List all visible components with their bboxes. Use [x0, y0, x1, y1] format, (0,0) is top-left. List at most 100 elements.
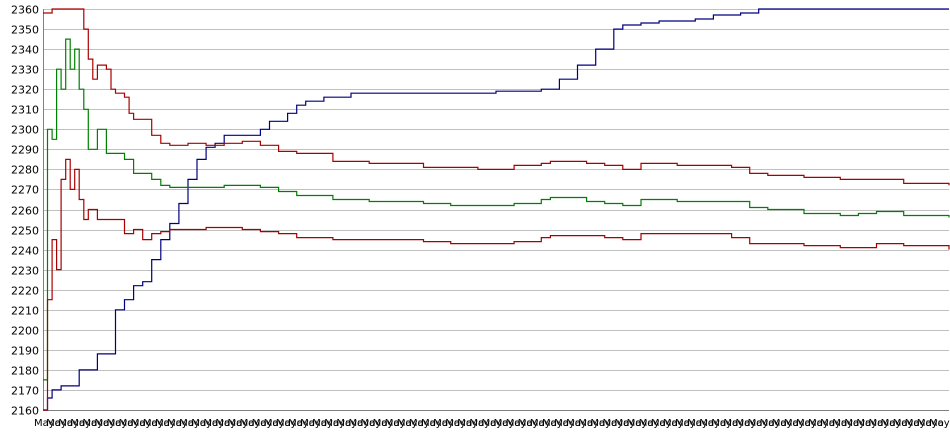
x-tick-label: Mayo	[554, 418, 581, 429]
x-tick-label: Mayo	[34, 418, 61, 429]
x-tick-label: Mayo	[905, 418, 932, 429]
x-tick-label: Mayo	[772, 418, 799, 429]
y-tick-label: 2220	[11, 285, 39, 298]
x-tick-label: Mayo	[590, 418, 617, 429]
y-tick-label: 2320	[11, 84, 39, 97]
x-tick-label: Mayo	[615, 418, 642, 429]
x-tick-label: Mayo	[506, 418, 533, 429]
y-tick-label: 2300	[11, 124, 39, 137]
x-tick-label: Mayo	[107, 418, 134, 429]
x-tick-label: Mayo	[627, 418, 654, 429]
y-tick-label: 2280	[11, 164, 39, 177]
x-tick-label: Mayo	[143, 418, 170, 429]
x-tick-label: Mayo	[651, 418, 678, 429]
y-tick-label: 2250	[11, 225, 39, 238]
x-tick-label: Mayo	[397, 418, 424, 429]
y-tick-label: 2230	[11, 265, 39, 278]
series-lines	[43, 8, 950, 411]
series-line-1	[43, 8, 949, 411]
x-tick-label: Mayo	[808, 418, 835, 429]
x-tick-label: Mayo	[58, 418, 85, 429]
x-tick-label: Mayo	[699, 418, 726, 429]
x-tick-label: Mayo	[70, 418, 97, 429]
x-tick-label: Mayo	[119, 418, 146, 429]
x-tick-label: Mayo	[155, 418, 182, 429]
x-tick-label: Mayo	[94, 418, 121, 429]
y-tick-label: 2160	[11, 405, 39, 418]
x-tick-label: Mayo	[252, 418, 279, 429]
x-tick-label: Mayo	[869, 418, 896, 429]
series-line-3	[43, 38, 950, 381]
x-tick-label: Mayo	[929, 418, 950, 429]
x-tick-label: Mayo	[276, 418, 303, 429]
x-tick-label: Mayo	[494, 418, 521, 429]
y-tick-label: 2270	[11, 184, 39, 197]
series-line-2	[43, 8, 950, 186]
x-tick-label: Mayo	[711, 418, 738, 429]
x-tick-label: Mayo	[881, 418, 908, 429]
x-tick-label: Mayo	[566, 418, 593, 429]
x-tick-label: Mayo	[288, 418, 315, 429]
x-tick-label: Mayo	[264, 418, 291, 429]
y-axis: 2160 2170 2180 2190 2200 2210 2220 2230 2240 2250…	[11, 4, 44, 418]
x-tick-label: Mayo	[518, 418, 545, 429]
x-tick-label: Mayo	[215, 418, 242, 429]
x-axis: MayoMayoMayoMayoMayoMayoMayoMayoMayoMayo…	[34, 410, 950, 429]
x-tick-label: Mayo	[445, 418, 472, 429]
x-tick-label: Mayo	[191, 418, 218, 429]
x-tick-label: Mayo	[433, 418, 460, 429]
y-tick-label: 2260	[11, 205, 39, 218]
x-tick-label: Mayo	[82, 418, 109, 429]
y-tick-label: 2180	[11, 365, 39, 378]
x-tick-label: Mayo	[336, 418, 363, 429]
y-tick-label: 2340	[11, 44, 39, 57]
x-tick-label: Mayo	[760, 418, 787, 429]
x-tick-label: Mayo	[893, 418, 920, 429]
y-tick-label: 2360	[11, 4, 39, 17]
x-tick-label: Mayo	[844, 418, 871, 429]
x-tick-label: Mayo	[602, 418, 629, 429]
x-tick-label: Mayo	[748, 418, 775, 429]
y-tick-label: 2330	[11, 64, 39, 77]
x-tick-label: Mayo	[373, 418, 400, 429]
x-tick-label: Mayo	[300, 418, 327, 429]
x-tick-label: Mayo	[361, 418, 388, 429]
x-tick-label: Mayo	[179, 418, 206, 429]
y-tick-label: 2240	[11, 245, 39, 258]
x-tick-label: Mayo	[917, 418, 944, 429]
y-tick-label: 2190	[11, 345, 39, 358]
x-tick-label: Mayo	[203, 418, 230, 429]
x-tick-label: Mayo	[856, 418, 883, 429]
x-tick-label: Mayo	[46, 418, 73, 429]
x-tick-label: Mayo	[469, 418, 496, 429]
x-tick-label: Mayo	[784, 418, 811, 429]
y-tick-label: 2200	[11, 325, 39, 338]
y-tick-label: 2350	[11, 24, 39, 37]
x-tick-label: Mayo	[240, 418, 267, 429]
x-tick-label: Mayo	[530, 418, 557, 429]
x-tick-label: Mayo	[228, 418, 255, 429]
x-tick-label: Mayo	[735, 418, 762, 429]
x-tick-label: Mayo	[348, 418, 375, 429]
x-tick-label: Mayo	[482, 418, 509, 429]
x-tick-label: Mayo	[542, 418, 569, 429]
y-tick-label: 2290	[11, 144, 39, 157]
y-tick-label: 2310	[11, 104, 39, 117]
x-tick-label: Mayo	[385, 418, 412, 429]
y-tick-label: 2210	[11, 305, 39, 318]
x-tick-label: Mayo	[457, 418, 484, 429]
x-tick-label: Mayo	[639, 418, 666, 429]
x-tick-label: Mayo	[131, 418, 158, 429]
x-tick-label: Mayo	[723, 418, 750, 429]
y-tick-label: 2170	[11, 385, 39, 398]
x-tick-label: Mayo	[409, 418, 436, 429]
x-tick-label: Mayo	[421, 418, 448, 429]
x-tick-label: Mayo	[578, 418, 605, 429]
x-tick-label: Mayo	[687, 418, 714, 429]
x-tick-label: Mayo	[820, 418, 847, 429]
x-tick-label: Mayo	[167, 418, 194, 429]
x-tick-label: Mayo	[312, 418, 339, 429]
x-tick-label: Mayo	[832, 418, 859, 429]
x-tick-label: Mayo	[796, 418, 823, 429]
